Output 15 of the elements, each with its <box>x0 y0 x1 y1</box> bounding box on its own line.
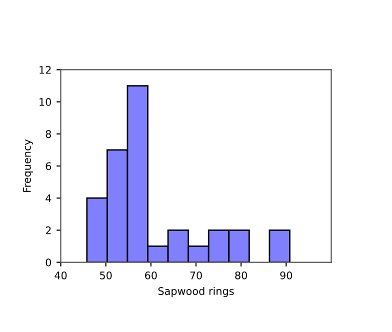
y-tick-label: 6 <box>46 162 52 170</box>
y-tick-label: 10 <box>40 98 52 106</box>
x-axis-title: Sapwood rings <box>158 286 234 298</box>
x-tick-label: 90 <box>280 271 292 280</box>
x-tick-label: 40 <box>54 271 67 280</box>
x-tick-label: 70 <box>190 271 202 280</box>
y-tick-label: 12 <box>40 66 51 74</box>
y-tick-label: 4 <box>46 194 52 202</box>
x-tick-label: 80 <box>235 271 248 280</box>
x-tick-label: 60 <box>145 271 157 280</box>
y-axis-title: Frequency <box>23 139 33 192</box>
x-tick-label: 50 <box>100 271 112 280</box>
y-tick-label: 0 <box>46 258 52 266</box>
y-tick-label: 8 <box>46 130 52 138</box>
y-tick-label: 2 <box>46 226 51 234</box>
